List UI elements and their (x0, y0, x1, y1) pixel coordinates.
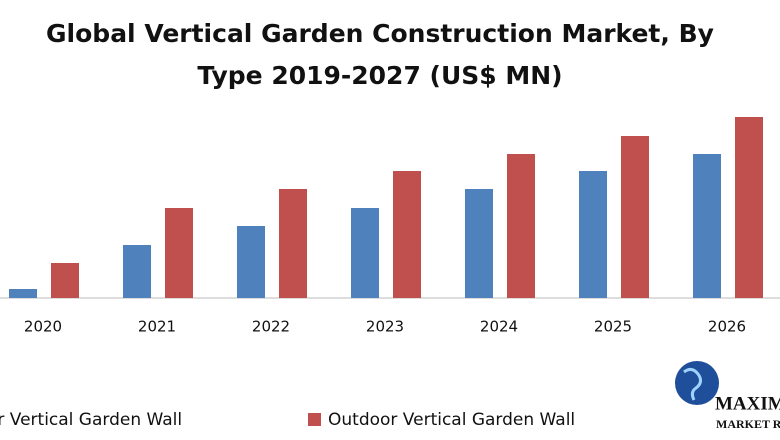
logo: MAXIMIZE MARKET RESEARCH (675, 361, 780, 431)
x-tick-label: 2025 (594, 318, 632, 336)
x-tick-label: 2021 (138, 318, 176, 336)
logo-text: MAXIMIZE (715, 393, 780, 414)
bar (279, 189, 307, 298)
bar (165, 208, 193, 298)
bar (9, 289, 37, 298)
chart-title: Type 2019-2027 (US$ MN) (197, 61, 562, 90)
x-tick-label: 2026 (708, 318, 746, 336)
logo-shape (683, 367, 703, 401)
bar (579, 171, 607, 298)
bar (507, 154, 535, 298)
bar (465, 189, 493, 298)
bar (393, 171, 421, 298)
bar (351, 208, 379, 298)
bar (693, 154, 721, 298)
legend-label: Indoor Vertical Garden Wall (0, 410, 182, 430)
legend-swatch (308, 413, 321, 426)
bar (621, 136, 649, 298)
logo-text: MARKET RESEARCH (716, 417, 780, 431)
logo-globe (675, 361, 719, 405)
chart-title: Global Vertical Garden Construction Mark… (46, 19, 714, 48)
x-tick-label: 2024 (480, 318, 518, 336)
bar (735, 117, 763, 298)
bar (51, 263, 79, 298)
bar (123, 245, 151, 298)
x-tick-label: 2023 (366, 318, 404, 336)
x-tick-label: 2022 (252, 318, 290, 336)
bar (237, 226, 265, 298)
legend-label: Outdoor Vertical Garden Wall (328, 410, 575, 430)
x-tick-label: 2020 (24, 318, 62, 336)
